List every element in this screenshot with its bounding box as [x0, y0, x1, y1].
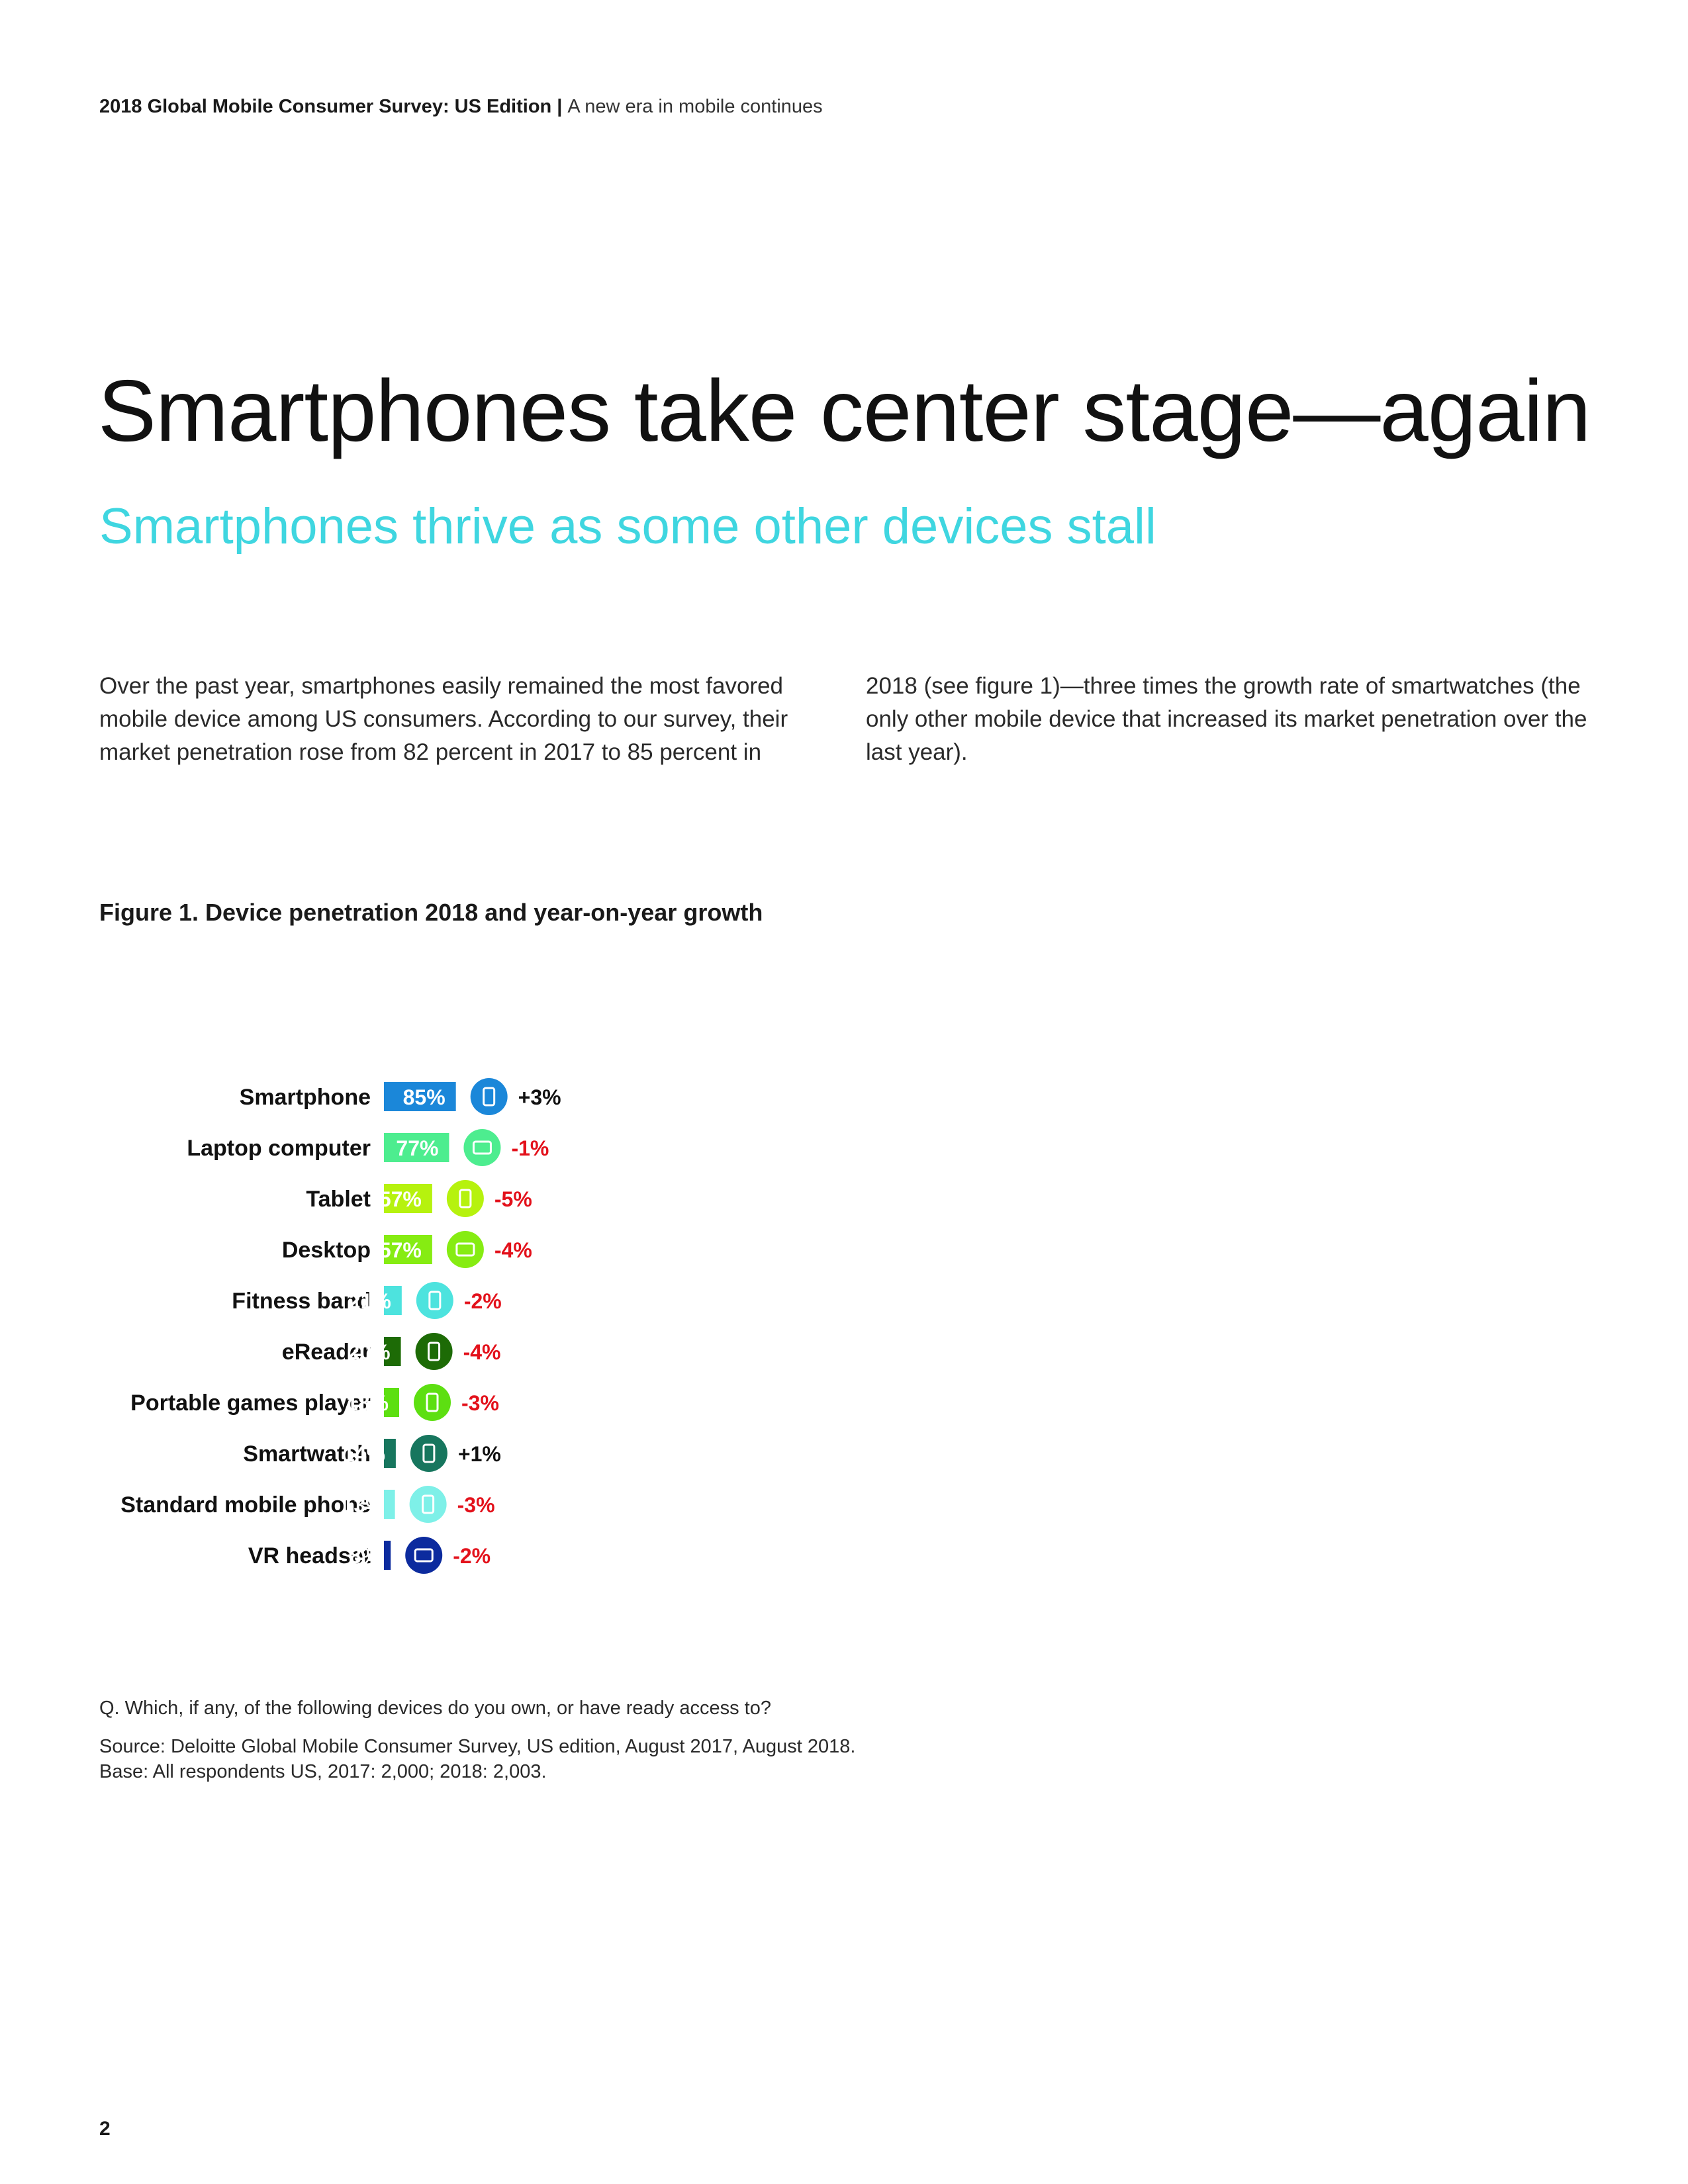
category-label-desktop: Desktop — [282, 1238, 371, 1263]
laptop-icon — [463, 1129, 501, 1166]
bar-vr-headset — [384, 1541, 391, 1570]
source-text: Source: Deloitte Global Mobile Consumer … — [99, 1736, 856, 1757]
growth-label-tablet: -5% — [494, 1187, 532, 1211]
bar-standard-mobile-phone — [384, 1490, 395, 1519]
value-label-fitness-band: 21% — [349, 1289, 391, 1313]
bar-fitness-band — [384, 1286, 402, 1315]
value-label-laptop-computer: 77% — [396, 1136, 438, 1160]
category-label-ereader: eReader — [282, 1340, 371, 1365]
page-subtitle: Smartphones thrive as some other devices… — [99, 498, 1156, 555]
value-label-portable-games-player: 18% — [346, 1391, 389, 1415]
growth-label-standard-mobile-phone: -3% — [457, 1493, 495, 1517]
growth-label-ereader: -4% — [463, 1340, 501, 1364]
growth-label-desktop: -4% — [494, 1238, 532, 1262]
growth-label-fitness-band: -2% — [464, 1289, 502, 1313]
base-text: Base: All respondents US, 2017: 2,000; 2… — [99, 1761, 547, 1782]
category-label-smartphone: Smartphone — [240, 1085, 371, 1110]
bar-smartphone — [384, 1082, 456, 1111]
category-label-laptop-computer: Laptop computer — [187, 1136, 371, 1161]
value-label-smartwatch: 14% — [343, 1442, 385, 1466]
smartwatch-icon — [410, 1435, 447, 1472]
ereader-icon — [415, 1333, 453, 1370]
survey-question: Q. Which, if any, of the following devic… — [99, 1698, 771, 1719]
body-column-2: 2018 (see figure 1)—three times the grow… — [866, 673, 1587, 765]
value-label-standard-mobile-phone: 13% — [342, 1493, 385, 1517]
value-label-tablet: 57% — [379, 1187, 422, 1211]
page-number: 2 — [99, 2118, 111, 2140]
category-label-portable-games-player: Portable games player — [130, 1390, 371, 1416]
category-label-vr-headset: VR headset — [248, 1543, 371, 1569]
bar-ereader — [384, 1337, 401, 1366]
category-label-smartwatch: Smartwatch — [243, 1441, 371, 1467]
growth-label-laptop-computer: -1% — [511, 1136, 549, 1160]
body-column-1: Over the past year, smartphones easily r… — [99, 673, 788, 765]
device-penetration-chart: Smartphone 85% +3% Laptop computer 77% -1% Tab… — [120, 1078, 561, 1574]
category-label-tablet: Tablet — [306, 1187, 371, 1212]
bar-tablet — [384, 1184, 432, 1213]
source-note: Source: Deloitte Global Mobile Consumer … — [99, 1734, 855, 1784]
running-header: 2018 Global Mobile Consumer Survey: US E… — [99, 96, 823, 118]
value-label-desktop: 57% — [379, 1238, 422, 1262]
header-separator: | — [557, 96, 563, 117]
value-label-smartphone: 85% — [403, 1085, 445, 1109]
bar-smartwatch — [384, 1439, 396, 1468]
tablet-icon — [446, 1180, 484, 1217]
category-label-fitness-band: Fitness band — [232, 1289, 371, 1314]
bar-desktop — [384, 1235, 432, 1264]
header-title: 2018 Global Mobile Consumer Survey: US E… — [99, 96, 552, 117]
page-title: Smartphones take center stage—again — [98, 362, 1591, 459]
bar-portable-games-player — [384, 1388, 400, 1417]
bar-laptop-computer — [384, 1133, 449, 1162]
growth-label-portable-games-player: -3% — [461, 1391, 499, 1415]
desktop-icon — [446, 1231, 484, 1268]
vr-headset-icon — [405, 1537, 443, 1574]
smartphone-icon — [470, 1078, 508, 1115]
games-player-icon — [414, 1384, 451, 1421]
growth-label-smartphone: +3% — [518, 1085, 561, 1109]
mobile-phone-icon — [409, 1486, 447, 1523]
value-label-vr-headset: 8% — [350, 1544, 380, 1568]
growth-label-smartwatch: +1% — [458, 1442, 501, 1466]
figure-title: Figure 1. Device penetration 2018 and ye… — [99, 899, 763, 926]
value-label-ereader: 20% — [348, 1340, 391, 1364]
category-label-standard-mobile-phone: Standard mobile phone — [120, 1492, 371, 1518]
fitness-band-icon — [416, 1282, 453, 1319]
header-subtitle: A new era in mobile continues — [567, 96, 823, 117]
growth-label-vr-headset: -2% — [453, 1544, 491, 1568]
